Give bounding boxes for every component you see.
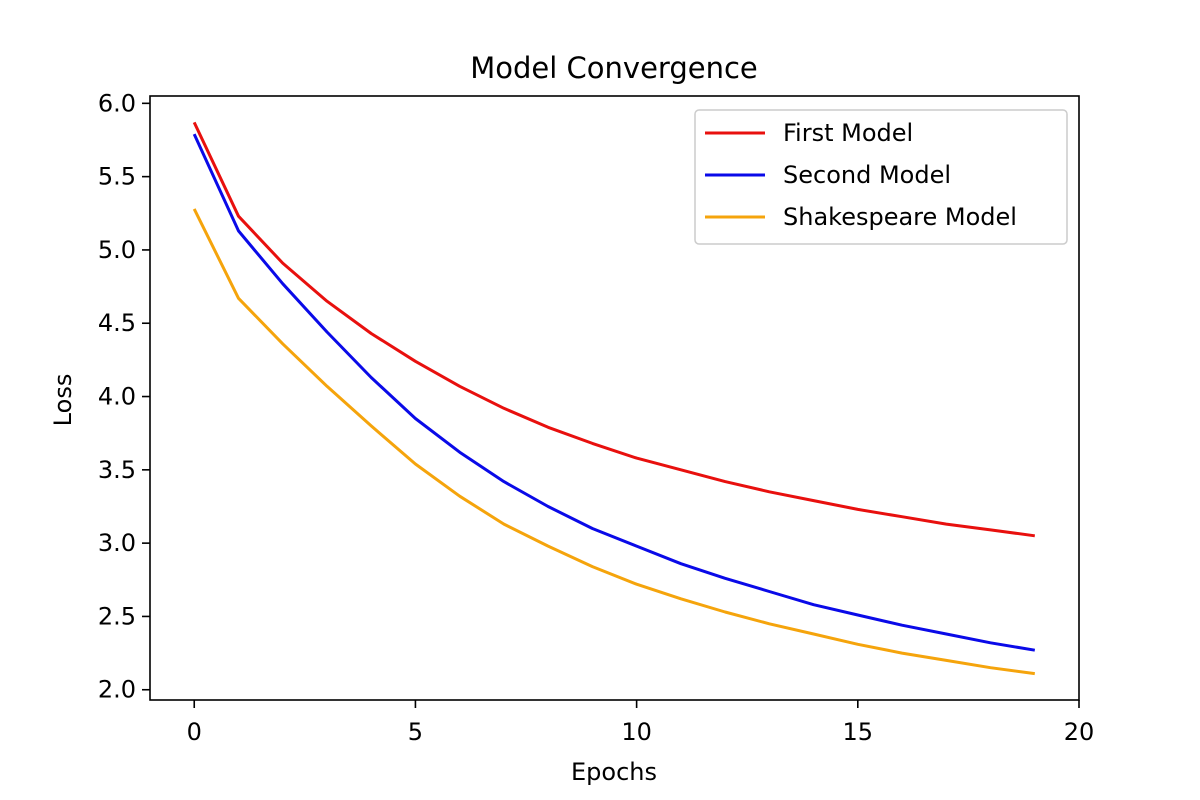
x-tick-label: 15 xyxy=(843,718,874,746)
y-tick-label: 2.5 xyxy=(98,602,136,630)
chart-title: Model Convergence xyxy=(470,51,758,85)
plot-frame xyxy=(149,95,1080,701)
legend-label-second-model: Second Model xyxy=(783,161,951,189)
x-axis-ticks: 0 5 10 15 20 xyxy=(187,700,1095,746)
legend-label-shakespeare-model: Shakespeare Model xyxy=(783,203,1017,231)
series-line-shakespeare-model xyxy=(192,208,1035,676)
x-axis-label: Epochs xyxy=(571,758,657,786)
x-tick-label: 0 xyxy=(187,718,202,746)
x-tick-label: 5 xyxy=(408,718,423,746)
y-tick-label: 3.0 xyxy=(98,529,136,557)
legend-frame xyxy=(694,109,1068,245)
legend-label-first-model: First Model xyxy=(783,119,913,147)
y-tick-label: 5.0 xyxy=(98,236,136,264)
y-tick-label: 4.5 xyxy=(98,309,136,337)
y-tick-label: 5.5 xyxy=(98,163,136,191)
series-line-first-model xyxy=(192,121,1035,538)
y-tick-label: 3.5 xyxy=(98,456,136,484)
y-tick-label: 2.0 xyxy=(98,676,136,704)
series-line-second-model xyxy=(192,133,1036,652)
y-tick-label: 6.0 xyxy=(98,89,136,117)
x-tick-label: 10 xyxy=(621,718,652,746)
y-tick-label: 4.0 xyxy=(98,383,136,411)
y-axis-label: Loss xyxy=(49,374,77,427)
x-tick-label: 20 xyxy=(1064,718,1095,746)
y-axis-ticks: 2.0 2.5 3.0 3.5 4.0 4.5 5.0 5.5 6.0 xyxy=(98,89,150,704)
legend: First Model Second Model Shakespeare Mod… xyxy=(694,109,1068,245)
series-layer xyxy=(192,121,1036,676)
